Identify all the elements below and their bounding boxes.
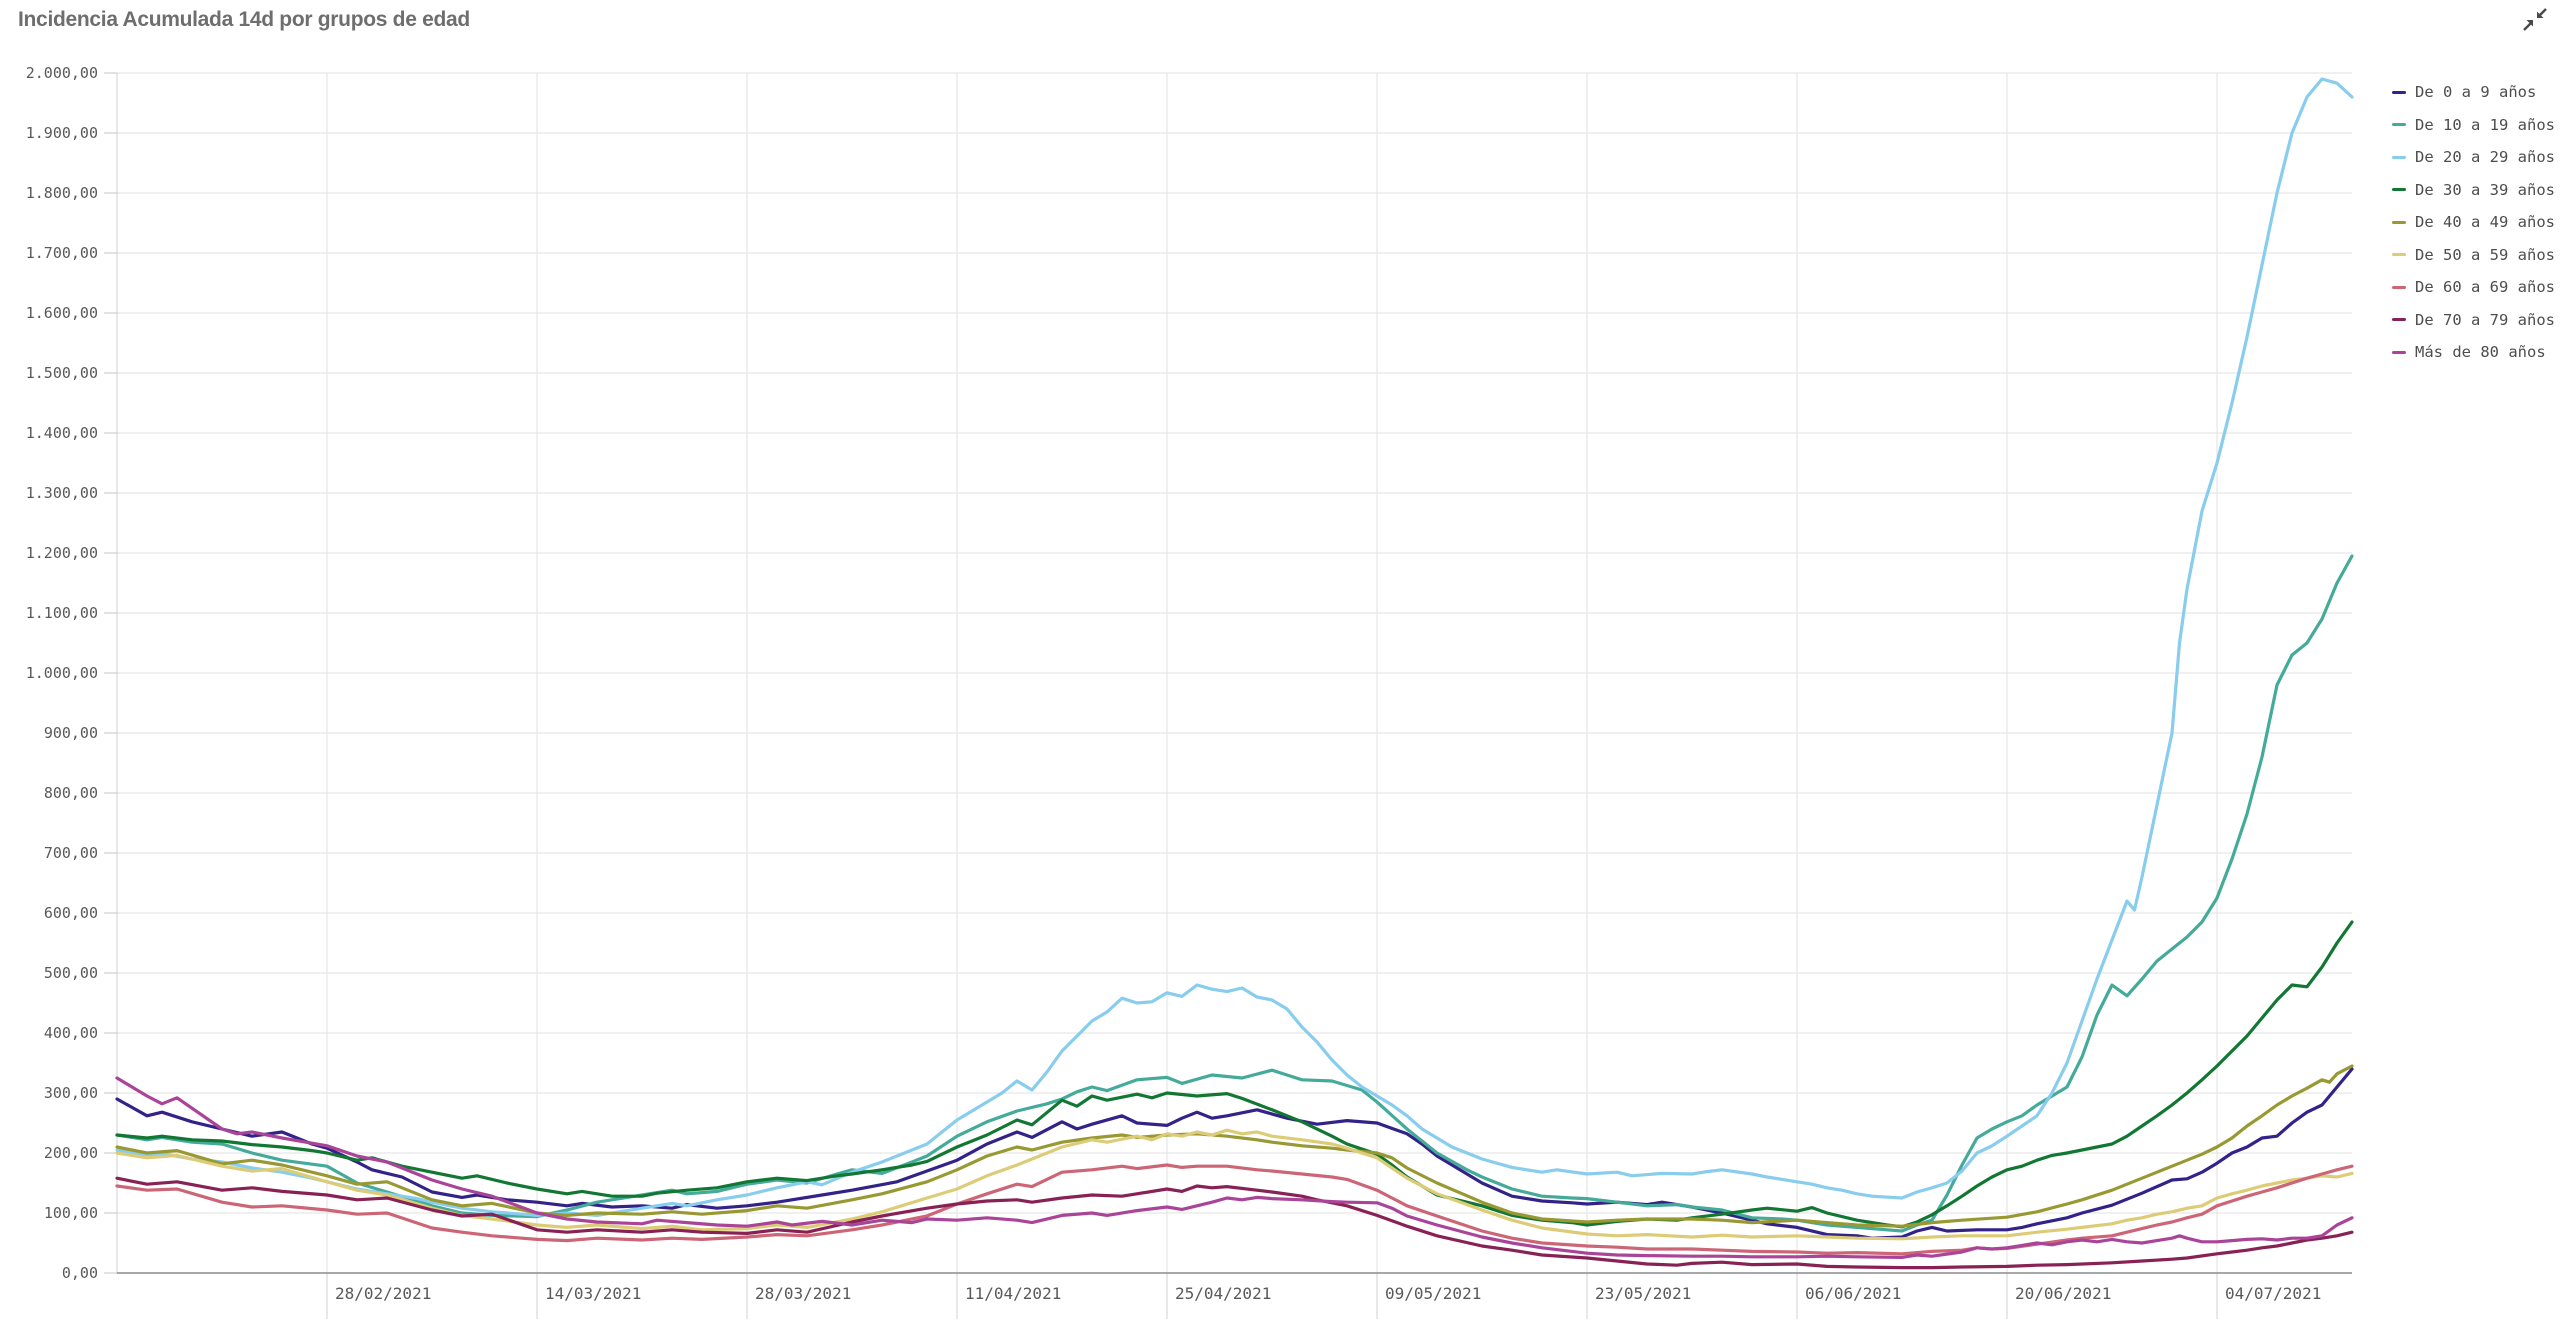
x-axis-label: 11/04/2021 — [965, 1284, 1062, 1303]
x-axis-label: 23/05/2021 — [1595, 1284, 1692, 1303]
series-line-0[interactable] — [115, 1067, 2354, 1240]
legend-item-2[interactable]: De 20 a 29 años — [2392, 146, 2555, 168]
series-line-4[interactable] — [115, 1064, 2354, 1228]
y-axis-label: 900,00 — [43, 724, 98, 742]
legend-swatch — [2392, 220, 2406, 224]
series-line-3[interactable] — [115, 920, 2354, 1229]
series-line-6[interactable] — [115, 1163, 2354, 1256]
legend-item-8[interactable]: Más de 80 años — [2392, 341, 2546, 363]
series-line-5[interactable] — [115, 1128, 2354, 1241]
legend-label: De 50 a 59 años — [2415, 245, 2555, 264]
legend-swatch — [2392, 285, 2406, 289]
y-axis-label: 1.100,00 — [25, 604, 98, 622]
y-axis-label: 1.400,00 — [25, 424, 98, 442]
y-axis-label: 1.600,00 — [25, 304, 98, 322]
legend-swatch — [2392, 90, 2406, 94]
legend-label: De 0 a 9 años — [2415, 83, 2537, 101]
legend-swatch — [2392, 350, 2406, 354]
legend-label: De 70 a 79 años — [2415, 310, 2555, 329]
x-axis-label: 06/06/2021 — [1805, 1284, 1902, 1303]
legend-item-7[interactable]: De 70 a 79 años — [2392, 309, 2555, 331]
y-axis-label: 700,00 — [43, 844, 98, 862]
x-axis-label: 20/06/2021 — [2015, 1284, 2112, 1303]
y-axis-label: 600,00 — [43, 904, 98, 922]
series-line-7[interactable] — [115, 1176, 2354, 1270]
y-axis-label: 1.800,00 — [25, 184, 98, 202]
y-axis-label: 2.000,00 — [25, 64, 98, 82]
x-axis-label: 28/02/2021 — [335, 1284, 432, 1303]
legend-label: Más de 80 años — [2415, 343, 2546, 361]
legend-swatch — [2392, 123, 2406, 126]
legend-label: De 60 a 69 años — [2415, 278, 2555, 296]
y-axis-label: 1.900,00 — [25, 124, 98, 142]
legend-item-1[interactable]: De 10 a 19 años — [2392, 114, 2555, 136]
y-axis-label: 200,00 — [43, 1144, 98, 1162]
legend-label: De 30 a 39 años — [2415, 180, 2555, 199]
legend-swatch — [2392, 318, 2406, 321]
legend-item-3[interactable]: De 30 a 39 años — [2392, 179, 2555, 201]
collapse-arrows-icon[interactable] — [2522, 6, 2548, 32]
legend-swatch — [2392, 155, 2406, 159]
y-axis-label: 500,00 — [43, 964, 98, 982]
y-axis-label: 1.700,00 — [25, 244, 98, 262]
x-axis-label: 04/07/2021 — [2225, 1284, 2322, 1303]
legend-label: De 40 a 49 años — [2415, 213, 2555, 231]
series-line-8[interactable] — [115, 1076, 2354, 1260]
y-axis-label: 400,00 — [43, 1024, 98, 1042]
legend-label: De 10 a 19 años — [2415, 115, 2555, 134]
y-axis-label: 0,00 — [61, 1264, 98, 1282]
x-axis-label: 28/03/2021 — [755, 1284, 852, 1303]
legend-swatch — [2392, 253, 2406, 256]
y-axis-label: 100,00 — [43, 1204, 98, 1222]
x-axis-label: 09/05/2021 — [1385, 1284, 1482, 1303]
legend-item-6[interactable]: De 60 a 69 años — [2392, 276, 2555, 298]
y-axis-label: 800,00 — [43, 784, 98, 802]
y-axis-label: 1.000,00 — [25, 664, 98, 682]
legend-item-0[interactable]: De 0 a 9 años — [2392, 81, 2536, 103]
legend-item-5[interactable]: De 50 a 59 años — [2392, 244, 2555, 266]
legend-label: De 20 a 29 años — [2415, 148, 2555, 166]
x-axis-label: 14/03/2021 — [545, 1284, 642, 1303]
y-axis-label: 1.200,00 — [25, 544, 98, 562]
y-axis-label: 1.300,00 — [25, 484, 98, 502]
series-line-2[interactable] — [115, 77, 2354, 1218]
y-axis-label: 300,00 — [43, 1084, 98, 1102]
x-axis-label: 25/04/2021 — [1175, 1284, 1272, 1303]
chart-title: Incidencia Acumulada 14d por grupos de e… — [18, 8, 470, 31]
y-axis-label: 1.500,00 — [25, 364, 98, 382]
legend-swatch — [2392, 188, 2406, 191]
legend-item-4[interactable]: De 40 a 49 años — [2392, 211, 2555, 233]
series-line-1[interactable] — [115, 554, 2354, 1233]
